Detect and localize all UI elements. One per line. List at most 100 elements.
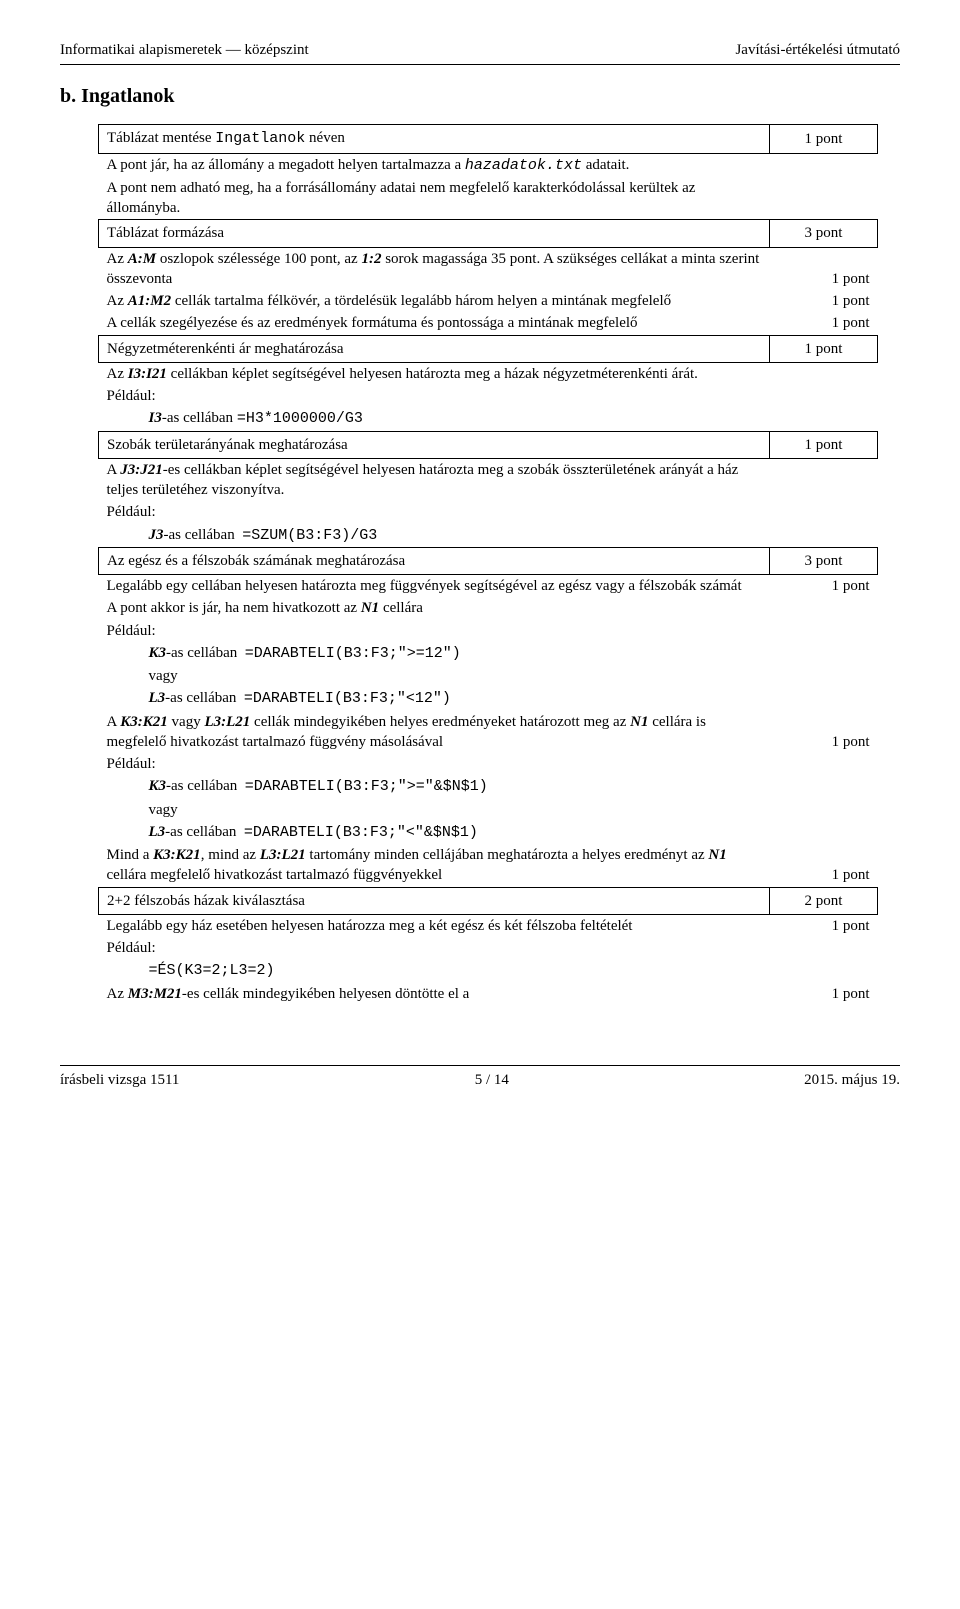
detail-points <box>770 959 878 982</box>
table-row: Például: <box>99 501 878 523</box>
table-row: L3-as cellában =DARABTELI(B3:F3;"<"&$N$1… <box>99 821 878 844</box>
table-row: vagy <box>99 799 878 821</box>
points-cell: 2 pont <box>770 887 878 914</box>
table-row: Az A:M oszlopok szélessége 100 pont, az … <box>99 247 878 290</box>
table-row: A pont akkor is jár, ha nem hivatkozott … <box>99 597 878 619</box>
table-row: J3-as cellában =SZUM(B3:F3)/G3 <box>99 524 878 548</box>
detail-cell: J3-as cellában =SZUM(B3:F3)/G3 <box>99 524 770 548</box>
table-row: Az M3:M21-es cellák mindegyikében helyes… <box>99 983 878 1005</box>
detail-cell: Például: <box>99 620 770 642</box>
footer-center: 5 / 14 <box>475 1070 509 1090</box>
detail-points: 1 pont <box>770 312 878 335</box>
header-left: Informatikai alapismeretek — középszint <box>60 40 309 60</box>
table-row: =ÉS(K3=2;L3=2) <box>99 959 878 982</box>
detail-cell: Mind a K3:K21, mind az L3:L21 tartomány … <box>99 844 770 887</box>
table-row: Legalább egy ház esetében helyesen határ… <box>99 914 878 937</box>
points-cell: 1 pont <box>770 431 878 458</box>
detail-points: 1 pont <box>770 247 878 290</box>
detail-cell: A pont jár, ha az állomány a megadott he… <box>99 153 770 177</box>
table-row: Például: <box>99 620 878 642</box>
detail-cell: vagy <box>99 799 770 821</box>
detail-cell: Az A:M oszlopok szélessége 100 pont, az … <box>99 247 770 290</box>
detail-points <box>770 385 878 407</box>
table-row: Például: <box>99 385 878 407</box>
detail-points <box>770 821 878 844</box>
criterion-cell: 2+2 félszobás házak kiválasztása <box>99 887 770 914</box>
table-row: Szobák területarányának meghatározása1 p… <box>99 431 878 458</box>
table-row: Az egész és a félszobák számának meghatá… <box>99 547 878 574</box>
detail-cell: Például: <box>99 937 770 959</box>
header-rule <box>60 64 900 65</box>
detail-points: 1 pont <box>770 914 878 937</box>
detail-cell: A cellák szegélyezése és az eredmények f… <box>99 312 770 335</box>
footer-right: 2015. május 19. <box>804 1070 900 1090</box>
table-row: Táblázat mentése Ingatlanok néven1 pont <box>99 125 878 153</box>
detail-points <box>770 597 878 619</box>
table-row: Táblázat formázása3 pont <box>99 220 878 247</box>
detail-cell: Például: <box>99 753 770 775</box>
detail-points: 1 pont <box>770 844 878 887</box>
detail-cell: A pont nem adható meg, ha a forrásállomá… <box>99 177 770 220</box>
table-row: A cellák szegélyezése és az eredmények f… <box>99 312 878 335</box>
page-header: Informatikai alapismeretek — középszint … <box>60 40 900 60</box>
detail-points <box>770 620 878 642</box>
detail-cell: Például: <box>99 385 770 407</box>
detail-points: 1 pont <box>770 983 878 1005</box>
table-row: A pont nem adható meg, ha a forrásállomá… <box>99 177 878 220</box>
points-cell: 3 pont <box>770 547 878 574</box>
detail-cell: Az M3:M21-es cellák mindegyikében helyes… <box>99 983 770 1005</box>
criterion-cell: Táblázat mentése Ingatlanok néven <box>99 125 770 153</box>
table-row: Az I3:I21 cellákban képlet segítségével … <box>99 362 878 385</box>
criterion-cell: Az egész és a félszobák számának meghatá… <box>99 547 770 574</box>
table-row: Például: <box>99 937 878 959</box>
detail-points <box>770 937 878 959</box>
table-row: L3-as cellában =DARABTELI(B3:F3;"<12") <box>99 687 878 710</box>
points-cell: 1 pont <box>770 335 878 362</box>
detail-cell: I3-as cellában =H3*1000000/G3 <box>99 407 770 431</box>
detail-points <box>770 799 878 821</box>
detail-points <box>770 524 878 548</box>
detail-points <box>770 775 878 798</box>
table-row: 2+2 félszobás házak kiválasztása2 pont <box>99 887 878 914</box>
criterion-cell: Szobák területarányának meghatározása <box>99 431 770 458</box>
detail-cell: K3-as cellában =DARABTELI(B3:F3;">="&$N$… <box>99 775 770 798</box>
detail-points <box>770 687 878 710</box>
detail-cell: K3-as cellában =DARABTELI(B3:F3;">=12") <box>99 642 770 665</box>
detail-points: 1 pont <box>770 290 878 312</box>
page-footer: írásbeli vizsga 1511 5 / 14 2015. május … <box>60 1065 900 1090</box>
detail-cell: Legalább egy cellában helyesen határozta… <box>99 575 770 598</box>
detail-points <box>770 458 878 501</box>
points-cell: 1 pont <box>770 125 878 153</box>
detail-cell: Az A1:M2 cellák tartalma félkövér, a tör… <box>99 290 770 312</box>
table-row: Például: <box>99 753 878 775</box>
grading-table: Táblázat mentése Ingatlanok néven1 pontA… <box>98 124 878 1005</box>
section-title: b. Ingatlanok <box>60 83 900 110</box>
detail-points <box>770 177 878 220</box>
detail-cell: Az I3:I21 cellákban képlet segítségével … <box>99 362 770 385</box>
table-row: Legalább egy cellában helyesen határozta… <box>99 575 878 598</box>
table-row: Mind a K3:K21, mind az L3:L21 tartomány … <box>99 844 878 887</box>
detail-points: 1 pont <box>770 711 878 754</box>
detail-points: 1 pont <box>770 575 878 598</box>
detail-points <box>770 642 878 665</box>
detail-cell: vagy <box>99 665 770 687</box>
table-row: K3-as cellában =DARABTELI(B3:F3;">=12") <box>99 642 878 665</box>
table-row: Négyzetméterenkénti ár meghatározása1 po… <box>99 335 878 362</box>
detail-points <box>770 753 878 775</box>
detail-cell: A J3:J21-es cellákban képlet segítségéve… <box>99 458 770 501</box>
detail-cell: L3-as cellában =DARABTELI(B3:F3;"<"&$N$1… <box>99 821 770 844</box>
points-cell: 3 pont <box>770 220 878 247</box>
footer-left: írásbeli vizsga 1511 <box>60 1070 179 1090</box>
table-row: A J3:J21-es cellákban képlet segítségéve… <box>99 458 878 501</box>
detail-points <box>770 501 878 523</box>
table-row: I3-as cellában =H3*1000000/G3 <box>99 407 878 431</box>
criterion-cell: Táblázat formázása <box>99 220 770 247</box>
table-row: A pont jár, ha az állomány a megadott he… <box>99 153 878 177</box>
detail-points <box>770 407 878 431</box>
header-right: Javítási-értékelési útmutató <box>735 40 900 60</box>
detail-cell: Például: <box>99 501 770 523</box>
detail-cell: L3-as cellában =DARABTELI(B3:F3;"<12") <box>99 687 770 710</box>
detail-points <box>770 362 878 385</box>
detail-cell: =ÉS(K3=2;L3=2) <box>99 959 770 982</box>
detail-cell: A pont akkor is jár, ha nem hivatkozott … <box>99 597 770 619</box>
